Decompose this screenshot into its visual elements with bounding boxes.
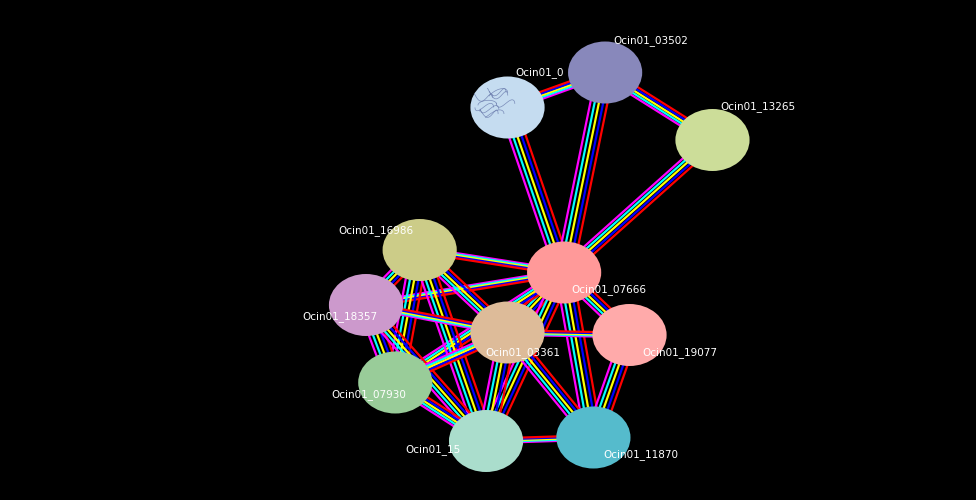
Ellipse shape	[675, 109, 750, 171]
Text: Ocin01_07666: Ocin01_07666	[571, 284, 646, 295]
Ellipse shape	[383, 219, 457, 281]
Ellipse shape	[470, 76, 545, 138]
Text: Ocin01_03502: Ocin01_03502	[613, 36, 688, 46]
Text: Ocin01_19077: Ocin01_19077	[642, 346, 717, 358]
Ellipse shape	[358, 352, 432, 414]
Text: Ocin01_15: Ocin01_15	[405, 444, 461, 455]
Ellipse shape	[470, 302, 545, 364]
Ellipse shape	[556, 406, 630, 469]
Ellipse shape	[592, 304, 667, 366]
Text: Ocin01_03361: Ocin01_03361	[485, 346, 560, 358]
Ellipse shape	[329, 274, 403, 336]
Text: Ocin01_18357: Ocin01_18357	[303, 312, 378, 322]
Ellipse shape	[449, 410, 523, 472]
Text: Ocin01_0: Ocin01_0	[515, 68, 564, 78]
Text: Ocin01_13265: Ocin01_13265	[720, 102, 795, 112]
Text: Ocin01_11870: Ocin01_11870	[603, 449, 678, 460]
Text: Ocin01_16986: Ocin01_16986	[339, 226, 414, 236]
Text: Ocin01_07930: Ocin01_07930	[332, 389, 407, 400]
Ellipse shape	[568, 42, 642, 104]
Ellipse shape	[527, 242, 601, 304]
